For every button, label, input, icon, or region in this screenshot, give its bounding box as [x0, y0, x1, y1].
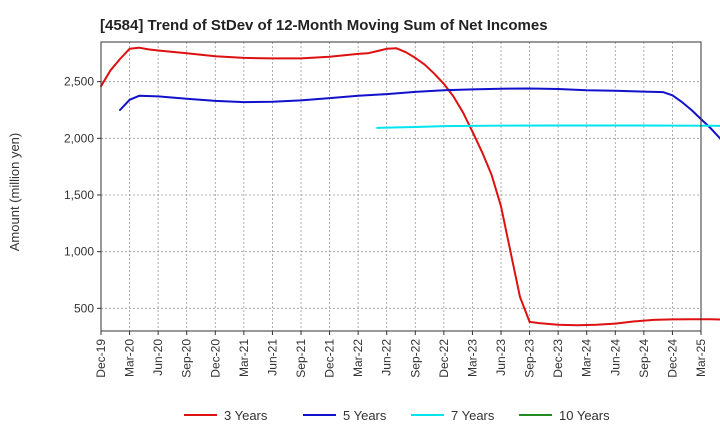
- x-tick-label: Sep-21: [294, 339, 308, 378]
- legend-label: 5 Years: [343, 408, 387, 423]
- y-tick-label: 1,500: [64, 188, 94, 202]
- x-tick-label: Sep-23: [523, 339, 537, 378]
- x-tick-label: Mar-24: [580, 339, 594, 377]
- y-tick-label: 1,000: [64, 245, 94, 259]
- x-tick-label: Mar-25: [694, 339, 708, 377]
- legend-label: 7 Years: [451, 408, 495, 423]
- x-tick-label: Sep-20: [180, 339, 194, 378]
- chart-title: [4584] Trend of StDev of 12-Month Moving…: [100, 17, 548, 34]
- grid-lines: [100, 42, 702, 331]
- x-tick-label: Dec-23: [551, 339, 565, 378]
- series-line-7-years: [376, 124, 720, 129]
- x-tick-label: Mar-23: [465, 339, 479, 377]
- plot-frame: [100, 41, 702, 332]
- x-tick-label: Mar-21: [237, 339, 251, 377]
- x-tick-label: Mar-22: [351, 339, 365, 377]
- series-line-3-years: [100, 46, 720, 327]
- x-tick-label: Jun-24: [608, 339, 622, 376]
- x-tick-label: Dec-22: [437, 339, 451, 378]
- legend-label: 10 Years: [559, 408, 610, 423]
- x-tick-label: Sep-24: [637, 339, 651, 378]
- axes: 500 1,000 1,500 2,000 2,500 Dec-19 Mar-20 Jun-2…: [64, 41, 708, 378]
- x-tick-label: Mar-20: [123, 339, 137, 377]
- x-tick-label: Dec-19: [94, 339, 108, 378]
- y-tick-label: 2,000: [64, 131, 94, 145]
- x-tick-label: Dec-24: [665, 339, 679, 378]
- y-tick-label: 2,500: [64, 75, 94, 89]
- x-tick-label: Sep-22: [408, 339, 422, 378]
- x-tick-label: Jun-23: [494, 339, 508, 376]
- legend: 3 Years 5 Years 7 Years 10 Years: [184, 408, 610, 423]
- x-tick-label: Dec-21: [323, 339, 337, 378]
- x-tick-label: Jun-22: [380, 339, 394, 376]
- x-tick-label: Jun-20: [151, 339, 165, 376]
- x-tick-label: Dec-20: [208, 339, 222, 378]
- series-lines: [100, 46, 720, 327]
- legend-label: 3 Years: [224, 408, 268, 423]
- x-tick-label: Jun-21: [265, 339, 279, 376]
- y-tick-label: 500: [74, 301, 94, 315]
- y-axis-label: Amount (million yen): [7, 133, 22, 252]
